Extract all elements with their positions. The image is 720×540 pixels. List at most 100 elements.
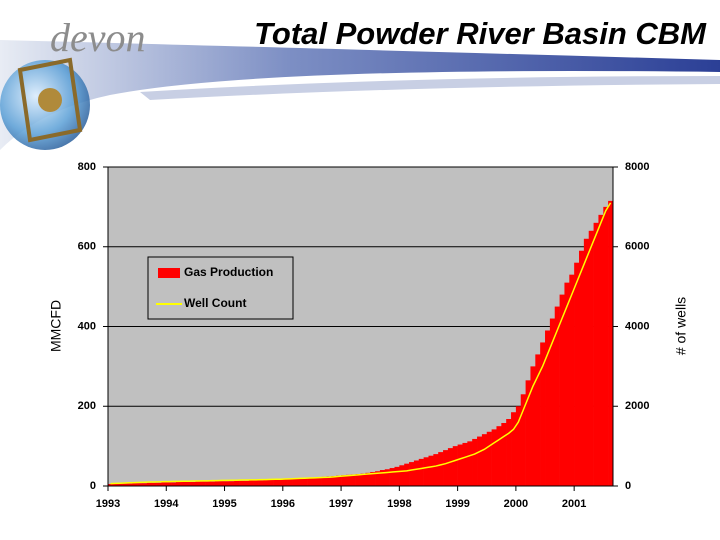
bar bbox=[375, 471, 381, 486]
logo-sextant-hub bbox=[38, 88, 62, 112]
x-tick-label: 1999 bbox=[445, 498, 469, 510]
y-tick-label: 800 bbox=[78, 161, 96, 173]
bar bbox=[345, 474, 352, 486]
bar bbox=[583, 238, 590, 486]
bar bbox=[234, 480, 240, 486]
legend-swatch bbox=[158, 268, 180, 278]
legend: Gas Production Well Count bbox=[147, 256, 294, 320]
bar bbox=[350, 474, 356, 486]
bar bbox=[413, 460, 420, 486]
bar bbox=[554, 306, 560, 486]
x-tick-label: 1997 bbox=[329, 498, 353, 510]
y2-tick-label: 2000 bbox=[625, 400, 649, 412]
y-tick-label: 400 bbox=[78, 320, 96, 332]
bar bbox=[360, 473, 366, 486]
bar bbox=[108, 484, 114, 486]
bar bbox=[307, 478, 313, 486]
bar bbox=[161, 482, 167, 486]
y-axis-label: MMCFD bbox=[48, 300, 64, 352]
bar bbox=[224, 481, 230, 486]
bar bbox=[525, 380, 531, 486]
bar bbox=[214, 481, 220, 486]
bar bbox=[593, 222, 599, 486]
bar bbox=[336, 475, 342, 486]
bar bbox=[472, 438, 478, 486]
bar bbox=[141, 483, 148, 486]
bar bbox=[273, 479, 279, 486]
bar bbox=[258, 480, 264, 486]
bar bbox=[564, 282, 570, 486]
bar bbox=[287, 478, 293, 486]
bar bbox=[511, 412, 517, 486]
bar bbox=[341, 475, 347, 486]
bar bbox=[540, 342, 546, 486]
bar bbox=[200, 481, 206, 486]
bar bbox=[438, 452, 444, 486]
bar bbox=[151, 482, 157, 486]
y2-tick-label: 0 bbox=[625, 480, 631, 492]
bar bbox=[428, 455, 434, 486]
bar bbox=[205, 481, 211, 486]
x-tick-label: 1995 bbox=[212, 498, 236, 510]
bar bbox=[175, 482, 182, 486]
bar bbox=[268, 480, 274, 486]
bar bbox=[409, 462, 415, 486]
x-tick-label: 1994 bbox=[154, 498, 179, 510]
plot-frame bbox=[107, 166, 614, 487]
bar bbox=[588, 230, 594, 486]
bar bbox=[574, 262, 580, 486]
bar bbox=[292, 478, 298, 486]
bar bbox=[467, 441, 473, 486]
bar bbox=[137, 483, 143, 486]
x-tick-label: 2000 bbox=[504, 498, 528, 510]
bar bbox=[190, 482, 196, 486]
logo-text: devon bbox=[50, 15, 146, 60]
bar bbox=[331, 476, 337, 486]
bar bbox=[239, 480, 245, 486]
bar bbox=[117, 483, 123, 486]
bar bbox=[282, 479, 288, 486]
bar bbox=[156, 482, 162, 486]
header-swoosh bbox=[0, 40, 720, 150]
bar bbox=[171, 482, 177, 486]
bar bbox=[569, 274, 575, 486]
bar bbox=[418, 458, 424, 486]
bar bbox=[394, 466, 400, 486]
bar bbox=[302, 478, 308, 486]
bar bbox=[297, 478, 303, 486]
bar bbox=[491, 429, 497, 486]
bar bbox=[481, 434, 488, 486]
y2-tick-label: 6000 bbox=[625, 241, 649, 253]
bar bbox=[404, 463, 410, 486]
bar bbox=[457, 444, 463, 486]
bar bbox=[127, 483, 133, 486]
bar bbox=[263, 480, 269, 486]
bar bbox=[370, 472, 376, 486]
bar bbox=[253, 480, 259, 486]
bar bbox=[603, 206, 609, 486]
bar bbox=[365, 472, 371, 486]
y2-tick-label: 8000 bbox=[625, 161, 649, 173]
bar bbox=[530, 366, 536, 486]
bar bbox=[122, 483, 128, 486]
bar bbox=[501, 422, 507, 486]
bar bbox=[243, 480, 250, 486]
bar bbox=[447, 448, 454, 486]
line bbox=[110, 202, 612, 485]
bar bbox=[209, 481, 216, 486]
bar bbox=[579, 250, 585, 486]
bar bbox=[549, 318, 556, 486]
bar bbox=[462, 442, 468, 486]
bar bbox=[132, 483, 138, 486]
x-tick-label: 2001 bbox=[562, 498, 586, 510]
bar bbox=[185, 482, 191, 486]
bar bbox=[399, 465, 405, 486]
bar bbox=[166, 482, 172, 486]
bar bbox=[515, 406, 522, 486]
bar bbox=[355, 474, 361, 486]
bar bbox=[248, 480, 254, 486]
bar bbox=[379, 470, 386, 486]
y-tick-label: 0 bbox=[90, 480, 96, 492]
bar bbox=[545, 330, 551, 486]
